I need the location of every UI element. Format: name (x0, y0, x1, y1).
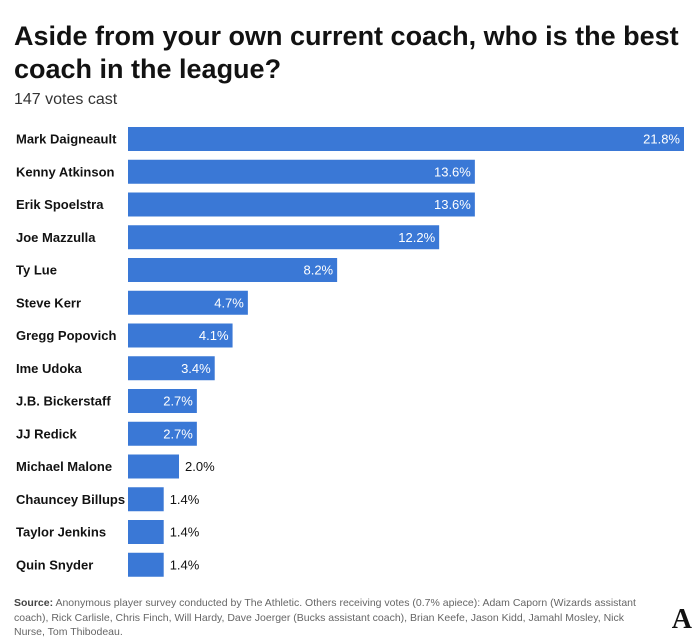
bar (128, 552, 164, 577)
value-label: 1.4% (170, 492, 200, 507)
value-label: 8.2% (303, 263, 333, 278)
category-label: Chauncey Billups (16, 492, 125, 507)
value-label: 4.7% (214, 295, 244, 310)
value-label: 13.6% (434, 197, 471, 212)
bar-chart: Mark Daigneault 21.8% Kenny Atkinson 13.6% E… (16, 127, 684, 577)
category-label: Ime Udoka (16, 361, 83, 376)
athletic-logo-icon: A (671, 604, 692, 635)
value-label: 2.0% (185, 459, 215, 474)
bars-group: Mark Daigneault 21.8% Kenny Atkinson 13.6% E… (16, 127, 684, 577)
bar (128, 159, 475, 184)
value-label: 1.4% (170, 557, 200, 572)
value-label: 1.4% (170, 525, 200, 540)
category-label: Taylor Jenkins (16, 525, 106, 540)
value-label: 12.2% (398, 230, 435, 245)
bar (128, 389, 197, 413)
value-label: 2.7% (163, 426, 193, 441)
bar (128, 192, 475, 217)
category-label: Ty Lue (16, 263, 57, 278)
category-label: Gregg Popovich (16, 328, 116, 343)
source-note: Source: Anonymous player survey conducte… (14, 596, 654, 640)
category-label: Kenny Atkinson (16, 164, 115, 179)
bar (128, 323, 233, 348)
bar (128, 454, 180, 479)
bar (128, 520, 164, 544)
category-label: Erik Spoelstra (16, 197, 104, 212)
category-label: Mark Daigneault (16, 132, 117, 147)
bar (128, 258, 338, 282)
bar (128, 356, 215, 381)
bar (128, 487, 164, 512)
category-label: J.B. Bickerstaff (16, 394, 111, 409)
value-label: 4.1% (199, 328, 229, 343)
value-label: 3.4% (181, 361, 211, 376)
bar (128, 421, 197, 446)
category-label: Steve Kerr (16, 295, 81, 310)
category-label: JJ Redick (16, 426, 77, 441)
value-label: 2.7% (163, 394, 193, 409)
chart-title: Aside from your own current coach, who i… (14, 21, 679, 84)
source-text: Anonymous player survey conducted by The… (14, 597, 636, 638)
category-label: Joe Mazzulla (16, 230, 96, 245)
bar (128, 290, 248, 315)
bar (128, 225, 440, 250)
value-label: 21.8% (643, 132, 680, 147)
bar (128, 127, 684, 151)
category-label: Michael Malone (16, 459, 112, 474)
category-label: Quin Snyder (16, 557, 93, 572)
chart-subtitle: 147 votes cast (14, 91, 118, 108)
value-label: 13.6% (434, 164, 471, 179)
source-label: Source: (14, 597, 54, 609)
